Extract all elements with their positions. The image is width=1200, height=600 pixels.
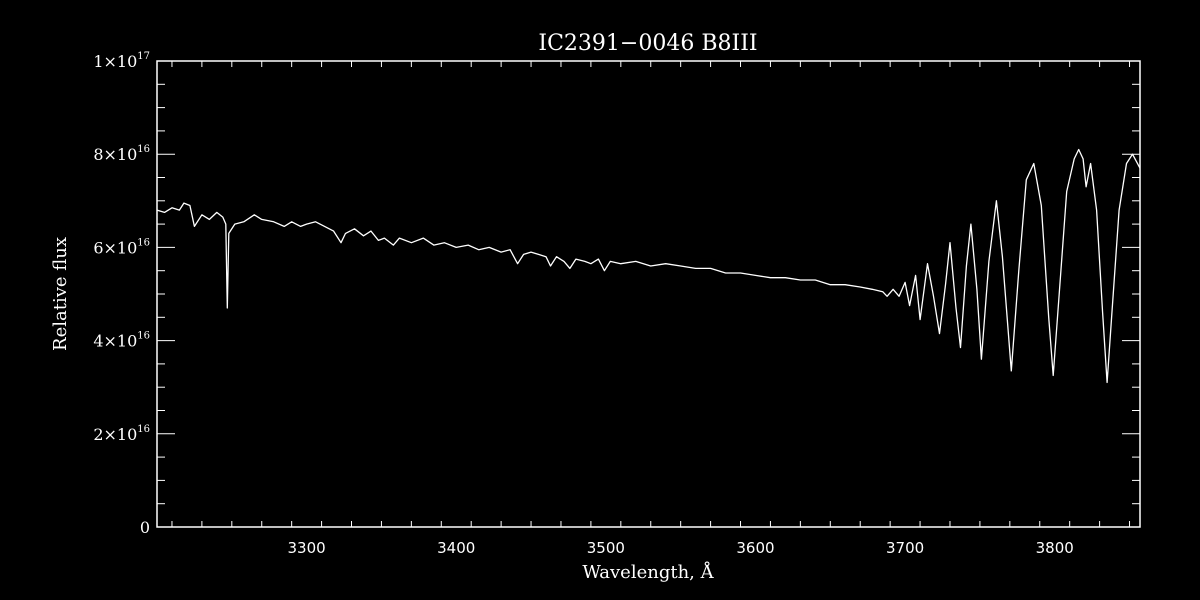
x-tick-label: 3300 — [288, 539, 326, 557]
y-tick-label: 6×1016 — [93, 237, 150, 257]
spectrum-line — [156, 148, 1141, 384]
y-tick-label: 8×1016 — [93, 144, 150, 164]
plot-frame — [156, 60, 1141, 528]
x-tick-label: 3600 — [736, 539, 774, 557]
x-axis: 3300 3400 3500 3600 3700 3800 — [171, 61, 1131, 557]
y-tick-label: 2×1016 — [93, 424, 150, 444]
y-tick-label: 1×1017 — [93, 51, 150, 71]
y-tick-label: 0 — [140, 518, 150, 537]
y-axis: 0 2×1016 4×1016 6×1016 8×1016 1×1017 — [93, 51, 1140, 537]
y-axis-label: Relative flux — [50, 237, 71, 351]
x-tick-label: 3500 — [587, 539, 625, 557]
chart-title: IC2391−0046 B8III — [538, 31, 757, 56]
y-tick-label: 4×1016 — [93, 331, 150, 351]
x-tick-label: 3800 — [1036, 539, 1074, 557]
x-tick-label: 3700 — [886, 539, 924, 557]
x-tick-label: 3400 — [437, 539, 475, 557]
x-axis-label: Wavelength, Å — [582, 561, 714, 583]
